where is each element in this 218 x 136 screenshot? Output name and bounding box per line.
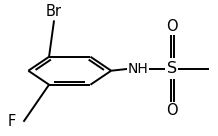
Text: Br: Br bbox=[45, 4, 61, 19]
Text: F: F bbox=[8, 114, 16, 129]
Text: S: S bbox=[167, 61, 177, 76]
Text: O: O bbox=[166, 103, 178, 118]
Text: NH: NH bbox=[128, 62, 149, 76]
Text: O: O bbox=[166, 19, 178, 34]
